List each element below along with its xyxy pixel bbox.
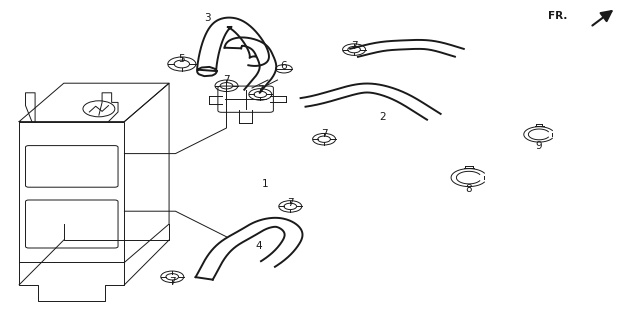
Text: 9: 9 bbox=[536, 140, 542, 151]
Text: 7: 7 bbox=[257, 84, 263, 95]
Text: 8: 8 bbox=[466, 184, 472, 194]
Text: FR.: FR. bbox=[549, 11, 568, 21]
Text: 7: 7 bbox=[321, 129, 327, 140]
Text: 7: 7 bbox=[287, 198, 293, 208]
Text: 4: 4 bbox=[255, 241, 262, 252]
Text: 2: 2 bbox=[380, 112, 386, 122]
Text: 7: 7 bbox=[351, 41, 357, 52]
Text: 7: 7 bbox=[169, 276, 175, 287]
Text: 6: 6 bbox=[281, 60, 287, 71]
Text: 7: 7 bbox=[223, 75, 230, 85]
Text: 5: 5 bbox=[179, 54, 185, 64]
Text: 1: 1 bbox=[262, 179, 268, 189]
Text: 3: 3 bbox=[204, 12, 211, 23]
